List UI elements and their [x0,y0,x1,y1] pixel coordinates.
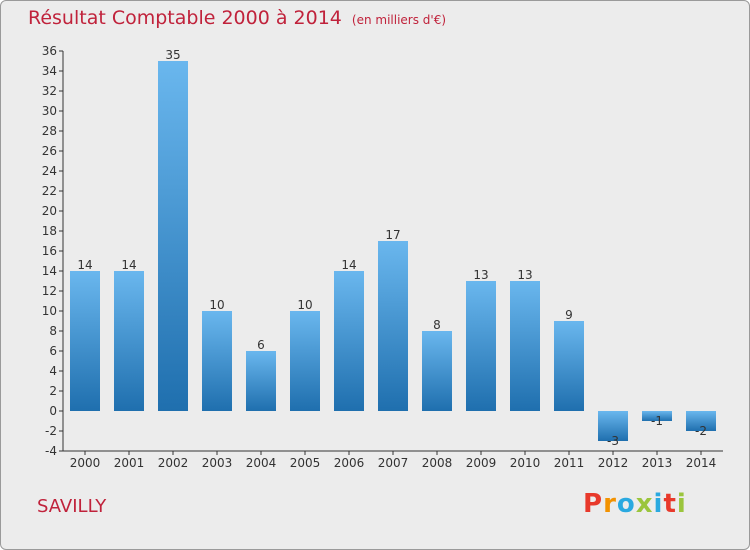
y-tick-label: 28 [42,124,57,138]
x-tick-label-2000: 2000 [70,456,101,470]
data-label-2010: 13 [517,268,532,282]
proxiti-logo[interactable]: Proxiti [583,489,687,519]
x-tick-label-2009: 2009 [466,456,497,470]
y-tick-label: 34 [42,64,57,78]
y-tick-label: 0 [49,404,57,418]
bar-2014 [686,411,716,431]
x-tick-label-2014: 2014 [686,456,717,470]
bar-2010 [510,281,540,411]
y-tick-label: 12 [42,284,57,298]
y-tick-label: 14 [42,264,57,278]
y-tick-label: -2 [45,424,57,438]
bar-2005 [290,311,320,411]
y-tick-label: 8 [49,324,57,338]
data-label-2011: 9 [565,308,573,322]
bar-2008 [422,331,452,411]
data-label-2013: -1 [651,414,663,428]
x-tick-label-2008: 2008 [422,456,453,470]
data-label-2009: 13 [473,268,488,282]
y-tick-label: 18 [42,224,57,238]
y-tick-label: 32 [42,84,57,98]
bar-2009 [466,281,496,411]
y-tick-label: 6 [49,344,57,358]
y-tick-label: 2 [49,384,57,398]
bar-2004 [246,351,276,411]
y-tick-label: 10 [42,304,57,318]
data-label-2008: 8 [433,318,441,332]
logo-letter: o [616,489,636,519]
x-tick-label-2006: 2006 [334,456,365,470]
y-tick-label: 30 [42,104,57,118]
y-tick-label: 16 [42,244,57,258]
x-tick-label-2005: 2005 [290,456,321,470]
bar-2011 [554,321,584,411]
logo-letter: P [583,489,604,519]
bar-2003 [202,311,232,411]
chart-title-text: Résultat Comptable 2000 à 2014 [28,7,342,29]
bar-2007 [378,241,408,411]
data-label-2004: 6 [257,338,265,352]
logo-letter: i [676,489,687,519]
logo-letter: x [635,489,654,519]
bar-2002 [158,61,188,411]
data-label-2012: -3 [607,434,619,448]
y-tick-label: 26 [42,144,57,158]
y-tick-label: 22 [42,184,57,198]
bar-2000 [70,271,100,411]
x-tick-label-2010: 2010 [510,456,541,470]
logo-letter: t [663,489,677,519]
x-tick-label-2012: 2012 [598,456,629,470]
bar-2012 [598,411,628,441]
x-tick-label-2003: 2003 [202,456,233,470]
data-label-2003: 10 [209,298,224,312]
x-tick-label-2007: 2007 [378,456,409,470]
data-label-2002: 35 [165,48,180,62]
x-tick-label-2004: 2004 [246,456,277,470]
chart-title: Résultat Comptable 2000 à 2014 (en millie… [28,7,446,29]
y-tick-label: 4 [49,364,57,378]
bar-2001 [114,271,144,411]
x-tick-label-2011: 2011 [554,456,585,470]
chart-subtitle: (en milliers d'€) [351,13,447,27]
place-name: SAVILLY [37,496,107,517]
data-label-2005: 10 [297,298,312,312]
y-tick-label: 36 [42,44,57,58]
x-tick-label-2001: 2001 [114,456,145,470]
y-tick-label: -4 [45,444,57,458]
data-label-2000: 14 [77,258,92,272]
y-tick-label: 24 [42,164,57,178]
data-label-2006: 14 [341,258,356,272]
bar-2013 [642,411,672,421]
x-tick-label-2013: 2013 [642,456,673,470]
logo-letter: i [653,489,664,519]
x-tick-label-2002: 2002 [158,456,189,470]
y-tick-label: 20 [42,204,57,218]
bar-2006 [334,271,364,411]
data-label-2007: 17 [385,228,400,242]
data-label-2014: -2 [695,424,707,438]
data-label-2001: 14 [121,258,136,272]
logo-letter: r [603,489,617,519]
